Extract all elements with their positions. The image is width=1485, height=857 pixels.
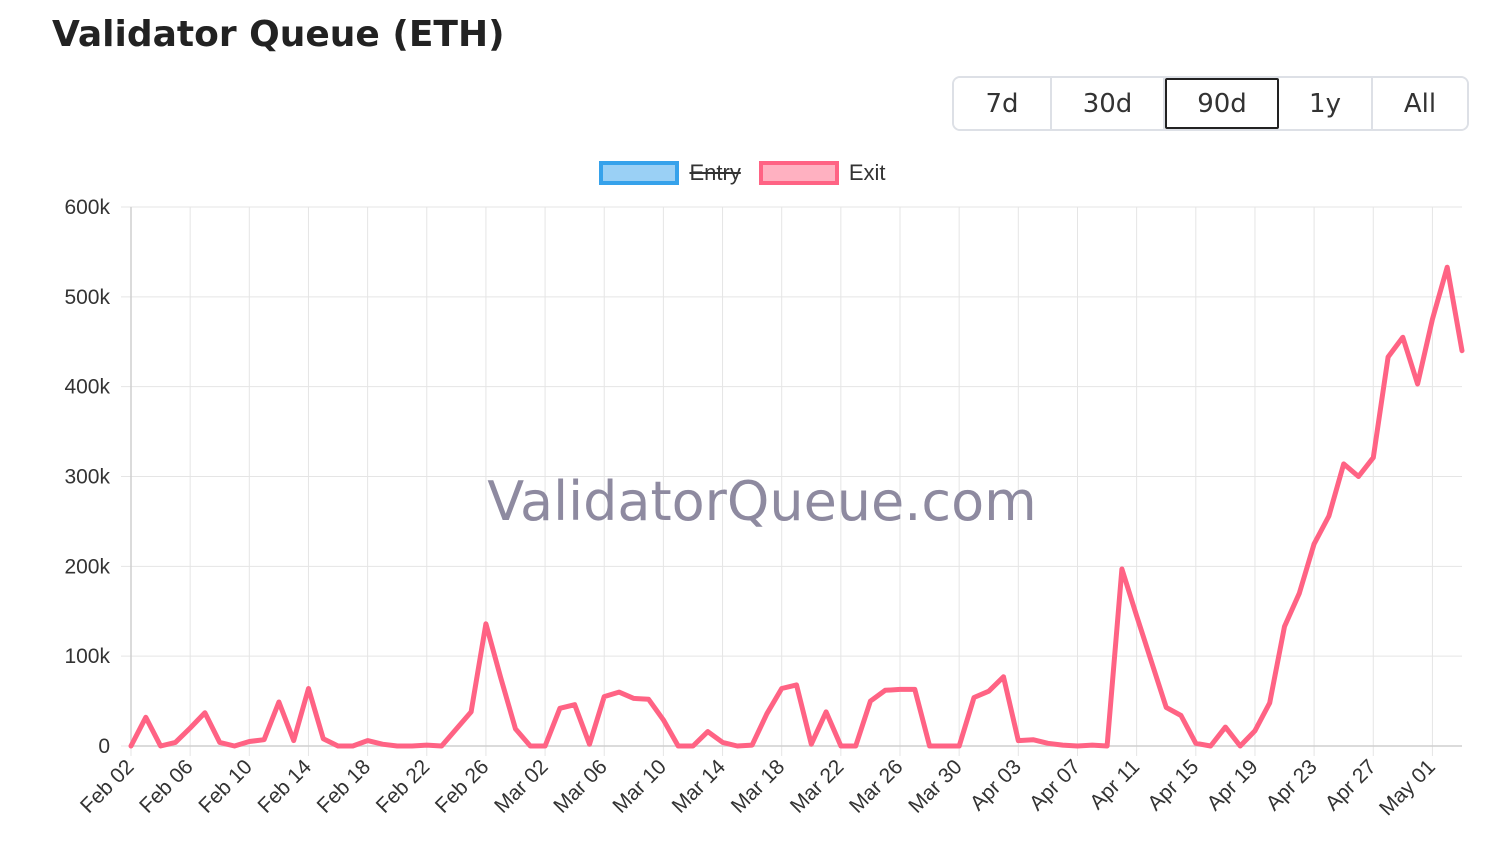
x-tick-label: May 01 bbox=[1375, 755, 1440, 820]
x-tick-label: Mar 10 bbox=[608, 755, 670, 817]
watermark: ValidatorQueue.com bbox=[487, 470, 1037, 533]
y-tick-label: 200k bbox=[64, 555, 110, 578]
x-tick-label: Apr 11 bbox=[1085, 755, 1144, 814]
range-7d-button[interactable]: 7d bbox=[954, 78, 1052, 129]
x-tick-label: Apr 15 bbox=[1143, 755, 1203, 815]
legend-label-entry: Entry bbox=[689, 160, 741, 185]
range-1y-button[interactable]: 1y bbox=[1279, 78, 1373, 129]
y-tick-label: 0 bbox=[98, 735, 110, 758]
x-tick-label: Apr 23 bbox=[1262, 755, 1322, 815]
chart-series bbox=[128, 264, 1465, 749]
x-tick-label: Apr 27 bbox=[1321, 755, 1381, 815]
page-title: Validator Queue (ETH) bbox=[52, 14, 505, 55]
x-tick-label: Mar 22 bbox=[786, 755, 848, 817]
legend-swatch-exit bbox=[758, 161, 839, 185]
range-30d-button[interactable]: 30d bbox=[1052, 78, 1165, 129]
x-tick-label: Feb 14 bbox=[254, 755, 317, 818]
legend-label-exit: Exit bbox=[848, 160, 886, 185]
range-all-button[interactable]: All bbox=[1373, 78, 1467, 129]
x-tick-label: Apr 07 bbox=[1025, 755, 1085, 815]
y-tick-label: 100k bbox=[64, 645, 110, 668]
range-90d-button[interactable]: 90d bbox=[1165, 78, 1279, 129]
x-tick-label: Mar 02 bbox=[490, 755, 552, 817]
x-tick-label: Mar 26 bbox=[845, 755, 907, 817]
x-tick-label: Feb 02 bbox=[76, 755, 139, 818]
x-tick-label: Apr 19 bbox=[1202, 755, 1262, 815]
x-tick-label: Feb 18 bbox=[313, 755, 376, 818]
x-tick-label: Apr 03 bbox=[966, 755, 1026, 815]
x-tick-label: Feb 10 bbox=[194, 755, 257, 818]
y-tick-label: 300k bbox=[64, 466, 110, 489]
x-tick-label: Feb 06 bbox=[135, 755, 198, 818]
x-tick-label: Feb 26 bbox=[431, 755, 494, 818]
x-tick-label: Mar 18 bbox=[727, 755, 789, 817]
chart-legend: Entry Exit bbox=[0, 160, 1485, 186]
y-tick-label: 500k bbox=[64, 286, 110, 309]
legend-item-exit[interactable]: Exit bbox=[758, 160, 886, 186]
legend-item-entry[interactable]: Entry bbox=[599, 160, 741, 186]
exit-series-line bbox=[128, 264, 1465, 749]
x-tick-label: Mar 30 bbox=[904, 755, 966, 817]
chart-grid bbox=[121, 206, 1462, 756]
x-tick-label: Feb 22 bbox=[372, 755, 435, 818]
time-range-selector: 7d 30d 90d 1y All bbox=[952, 76, 1469, 131]
y-tick-label: 600k bbox=[64, 196, 110, 219]
x-tick-label: Mar 14 bbox=[668, 755, 731, 818]
x-tick-label: Mar 06 bbox=[549, 755, 611, 817]
y-tick-label: 400k bbox=[64, 376, 110, 399]
legend-swatch-entry bbox=[599, 161, 680, 185]
